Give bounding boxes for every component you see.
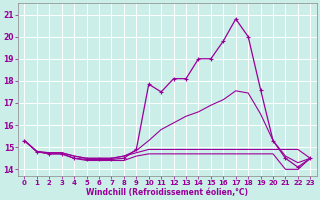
X-axis label: Windchill (Refroidissement éolien,°C): Windchill (Refroidissement éolien,°C) bbox=[86, 188, 248, 197]
